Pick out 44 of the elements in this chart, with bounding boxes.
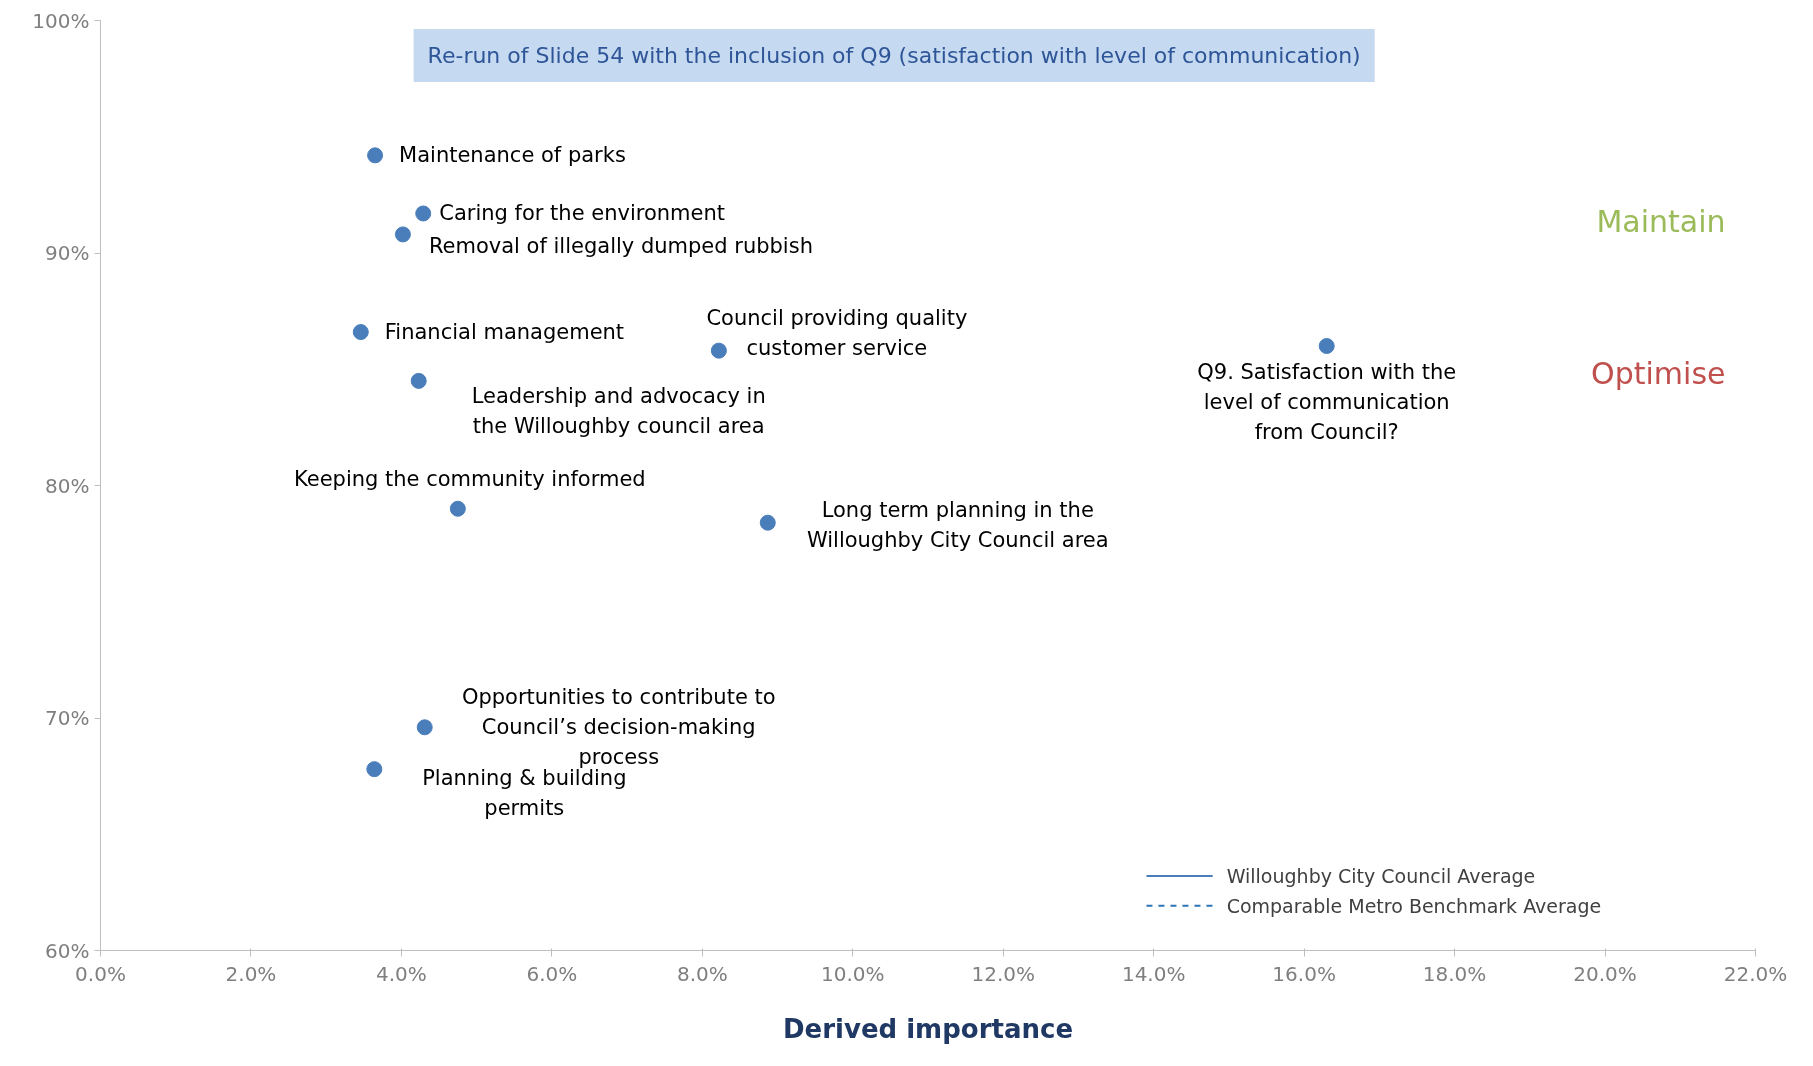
y-tick-label: 90% (45, 241, 90, 265)
annotation: Q9. Satisfaction with the level of communication from Council? (1197, 360, 1457, 444)
text: Re-run of Slide 54 with the inclusion of Q9 (satisfaction with level of communication) (427, 43, 1361, 68)
x-tick-label: 14.0% (1121, 961, 1186, 986)
x-tick-label: 4.0% (376, 961, 427, 986)
annotation: Long term planning in the Willoughby City Council area (806, 497, 1109, 552)
x-tick-label: 6.0% (526, 961, 578, 986)
x-tick-label: 12.0% (971, 961, 1036, 986)
point (710, 342, 727, 359)
point (1318, 338, 1335, 354)
annotation: Financial management (384, 320, 625, 345)
annotation: Caring for the environment (439, 201, 725, 226)
annotation: Maintenance of parks (399, 143, 626, 168)
annotation: Leadership and advocacy in the Willoughby council area (471, 383, 766, 438)
y-tick-label: 80% (45, 473, 90, 498)
point (394, 226, 411, 243)
x-tick-label: 18.0% (1422, 961, 1487, 986)
point (415, 205, 432, 222)
x-tick-label: 10.0% (821, 961, 885, 986)
annotation: Removal of illegally dumped rubbish (428, 234, 813, 259)
point (410, 372, 427, 389)
point (366, 761, 383, 778)
annotation: Maintain (1596, 203, 1726, 239)
x-tick-label: 22.0% (1723, 961, 1788, 986)
point (449, 500, 466, 517)
legend-label: Comparable Metro Benchmark Average (1226, 894, 1602, 917)
point (416, 719, 433, 736)
legend-label: Willoughby City Council Average (1226, 865, 1536, 888)
x-tick-label: 16.0% (1272, 961, 1336, 986)
x-tick-label: 0.0% (75, 961, 126, 986)
annotation: Opportunities to contribute to Council’s decision-making process (461, 685, 776, 770)
x-tick-label: 2.0% (225, 961, 277, 986)
point (367, 147, 384, 164)
point (352, 324, 369, 341)
y-tick-label: 70% (45, 706, 90, 730)
annotation: Keeping the community informed (294, 466, 646, 491)
y-tick-label: 100% (32, 8, 90, 33)
annotation: Optimise (1591, 355, 1726, 391)
point (759, 514, 776, 531)
y-tick-label: 60% (45, 938, 90, 963)
annotation: Council providing quality customer service (706, 305, 968, 360)
x-axis-title: Derived importance (782, 1013, 1074, 1044)
x-tick-label: 8.0% (676, 961, 728, 986)
x-tick-label: 20.0% (1573, 961, 1637, 986)
